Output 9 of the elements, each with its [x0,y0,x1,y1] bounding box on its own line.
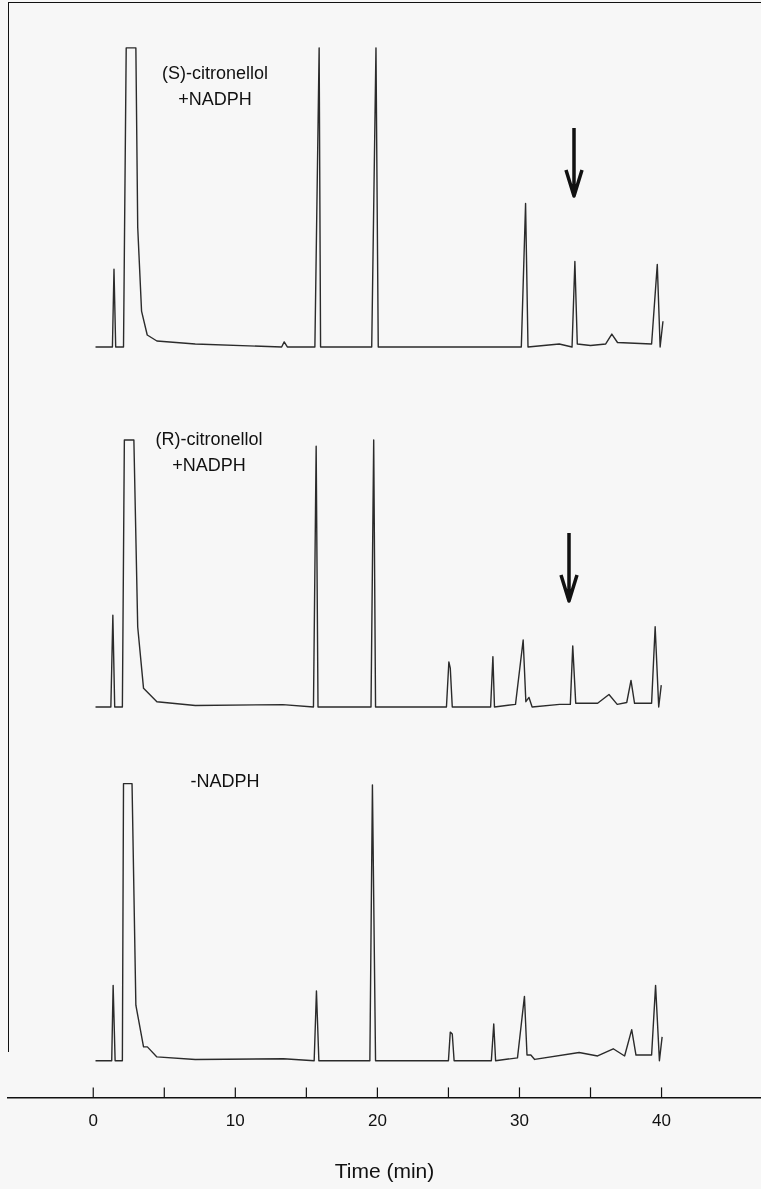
text: -NADPH [189,770,261,793]
x-tick-label: 20 [367,1111,387,1131]
x-tick-label: 0 [88,1111,98,1131]
x-tick-label: 40 [652,1111,672,1131]
x-tick-label: 30 [510,1111,529,1131]
series-label: (S)-citronellol +NADPH [161,62,269,111]
series-label: (R)-citronellol +NADPH [154,428,264,477]
x-tick-label: 10 [225,1111,245,1131]
x-axis-title: Time (min) [334,1159,435,1183]
